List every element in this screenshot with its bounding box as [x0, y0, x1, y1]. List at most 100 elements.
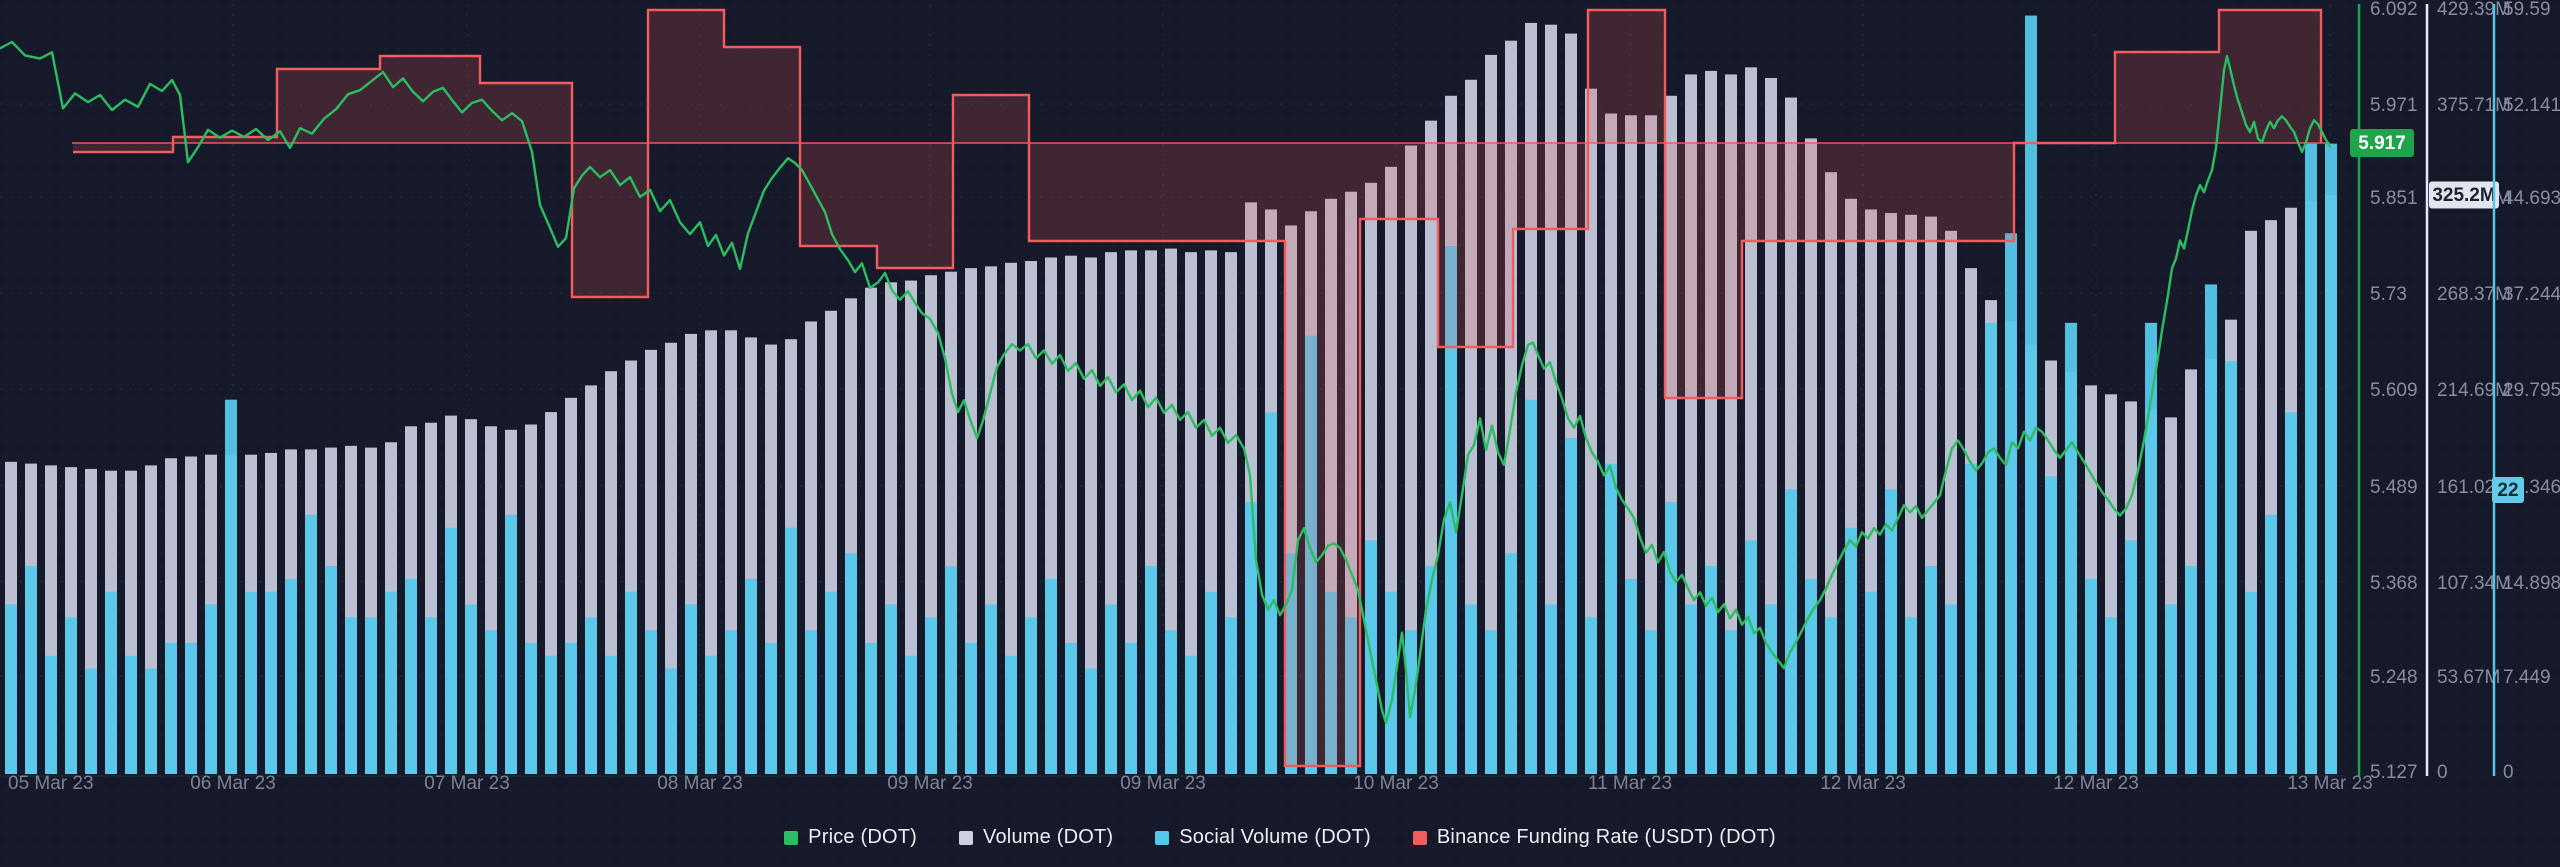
social-axis-tick-label: 7.449: [2503, 667, 2551, 688]
volume-bar: [665, 342, 677, 774]
social-volume-bar: [1925, 566, 1937, 774]
social-volume-bar: [1845, 527, 1857, 774]
social-volume-bar: [225, 399, 237, 774]
social-volume-bar: [405, 578, 417, 774]
social-volume-bar: [185, 642, 197, 774]
funding-rate-fill: [1588, 10, 1665, 143]
social-volume-bar: [1165, 630, 1177, 774]
social-volume-bar: [1185, 655, 1197, 774]
legend-item-price[interactable]: Price (DOT): [784, 826, 917, 849]
volume-bar: [1405, 145, 1417, 774]
social-volume-bar: [245, 591, 257, 774]
volume-axis-tick-label: 53.67M: [2437, 667, 2500, 688]
social-volume-bar: [805, 630, 817, 774]
date-label: 12 Mar 23: [1820, 773, 1906, 794]
funding-rate-fill: [1029, 143, 1285, 241]
volume-axis-tick-label: 0: [2437, 762, 2448, 783]
social-volume-bar: [2325, 143, 2337, 774]
funding-rate-fill: [1438, 143, 1513, 347]
volume-bar: [905, 280, 917, 774]
date-label: 13 Mar 23: [2287, 773, 2373, 794]
price-axis-tick-label: 5.73: [2370, 284, 2407, 305]
social-volume-bar: [1145, 566, 1157, 774]
social-volume-bar: [265, 591, 277, 774]
legend-label-volume: Volume (DOT): [983, 826, 1114, 848]
volume-bar: [1545, 24, 1557, 774]
volume-bar: [1645, 115, 1657, 774]
social-volume-bar: [1725, 630, 1737, 774]
social-volume-bar: [165, 642, 177, 774]
social-volume-bar: [1785, 489, 1797, 774]
social-volume-bar: [625, 591, 637, 774]
social-volume-bar: [1265, 412, 1277, 774]
price-axis-tick-label: 5.489: [2370, 477, 2418, 498]
funding-rate-fill: [953, 95, 1029, 143]
social-volume-bar: [2065, 322, 2077, 774]
social-volume-bar: [1505, 553, 1517, 774]
social-volume-bar: [605, 655, 617, 774]
date-label: 07 Mar 23: [424, 773, 510, 794]
date-label: 06 Mar 23: [190, 773, 276, 794]
social-volume-bar: [1665, 502, 1677, 774]
funding-rate-fill: [648, 10, 724, 143]
social-volume-bar: [1245, 502, 1257, 774]
legend-label-social-volume: Social Volume (DOT): [1179, 826, 1371, 848]
social-volume-bar: [2105, 617, 2117, 774]
volume-axis-tick-label: 214.69M: [2437, 380, 2511, 401]
social-volume-bar: [1865, 591, 1877, 774]
social-volume-bar: [925, 617, 937, 774]
social-volume-bar: [205, 604, 217, 774]
social-volume-bar: [145, 668, 157, 774]
social-volume-bar: [1705, 566, 1717, 774]
social-volume-bar: [2225, 361, 2237, 774]
social-volume-bar: [105, 591, 117, 774]
funding-rate-fill: [1513, 143, 1588, 229]
social-volume-bar: [2125, 540, 2137, 774]
social-volume-bar: [2145, 322, 2157, 774]
social-volume-bar: [285, 578, 297, 774]
social-axis-current-value-badge: [2492, 477, 2524, 503]
social-axis-tick-label: 59.59: [2503, 0, 2551, 20]
funding-rate-fill: [1742, 143, 2014, 241]
social-volume-bar: [1565, 438, 1577, 774]
social-volume-bar: [2185, 566, 2197, 774]
social-volume-bar: [1425, 566, 1437, 774]
social-volume-swatch-icon: [1155, 830, 1170, 845]
social-volume-bar: [665, 668, 677, 774]
funding-rate-fill: [1665, 143, 1742, 398]
price-axis-tick-label: 5.248: [2370, 667, 2418, 688]
social-volume-bar: [1905, 617, 1917, 774]
volume-bar: [1085, 257, 1097, 775]
funding-rate-fill: [572, 143, 648, 297]
volume-bar: [1485, 54, 1497, 774]
social-volume-bar: [1525, 399, 1537, 774]
social-volume-bar: [1585, 617, 1597, 774]
social-volume-bar: [305, 514, 317, 774]
social-volume-bar: [1625, 578, 1637, 774]
social-volume-bar: [785, 527, 797, 774]
legend-item-volume[interactable]: Volume (DOT): [959, 826, 1113, 849]
social-volume-bar: [1945, 604, 1957, 774]
volume-bar: [1725, 74, 1737, 775]
social-volume-bar: [1225, 617, 1237, 774]
social-volume-bar: [945, 566, 957, 774]
social-volume-bar: [365, 617, 377, 774]
social-volume-bar: [2205, 284, 2217, 774]
social-volume-bar: [45, 655, 57, 774]
social-volume-bar: [985, 604, 997, 774]
date-label: 09 Mar 23: [887, 773, 973, 794]
legend-item-social-volume[interactable]: Social Volume (DOT): [1155, 826, 1371, 849]
social-volume-bar: [125, 655, 137, 774]
social-volume-bar: [1085, 668, 1097, 774]
date-label: 09 Mar 23: [1120, 773, 1206, 794]
social-volume-bar: [2305, 143, 2317, 774]
social-axis-tick-label: 29.795: [2503, 380, 2560, 401]
funding-rate-fill: [2115, 52, 2219, 143]
social-volume-bar: [2285, 412, 2297, 774]
legend-item-funding-rate[interactable]: Binance Funding Rate (USDT) (DOT): [1412, 826, 1776, 849]
social-axis-tick-label: 0: [2503, 762, 2514, 783]
social-volume-bar: [705, 655, 717, 774]
funding-rate-swatch-icon: [1412, 830, 1427, 845]
